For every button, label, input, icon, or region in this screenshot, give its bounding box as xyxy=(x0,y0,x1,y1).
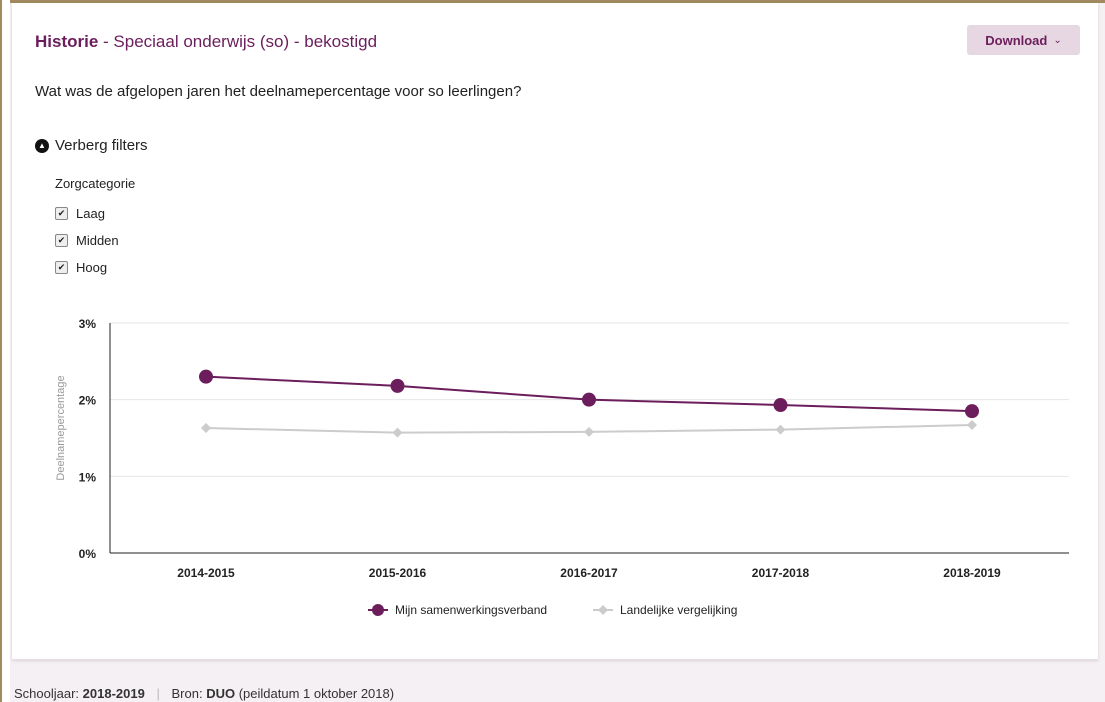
data-point xyxy=(773,398,788,413)
line-chart: 0% 1% 2% 3% Deelnamepercentage 2014-2015 2015-… xyxy=(55,317,1069,617)
chevron-down-icon: ⌄ xyxy=(1053,34,1062,46)
history-card: Historie - Speciaal onderwijs (so) - bek… xyxy=(12,3,1098,660)
filter-group-label: Zorgcategorie xyxy=(55,176,136,191)
data-point xyxy=(390,378,405,393)
x-tick-label: 2014-2015 xyxy=(177,566,235,580)
source-note: (peildatum 1 oktober 2018) xyxy=(238,686,395,701)
data-point xyxy=(967,419,977,430)
download-label: Download xyxy=(985,32,1048,48)
footer-info: Schooljaar: 2018-2019 | Bron: DUO (peild… xyxy=(14,686,394,701)
filter-option-label: Laag xyxy=(76,206,105,221)
card-title: Historie - Speciaal onderwijs (so) - bek… xyxy=(35,32,377,52)
page-frame-top xyxy=(0,0,1105,3)
toggle-filters-label: Verberg filters xyxy=(55,137,148,154)
x-tick-label: 2015-2016 xyxy=(369,566,427,580)
year-label: Schooljaar: xyxy=(14,686,80,701)
data-point xyxy=(201,423,211,434)
legend-marker xyxy=(372,604,384,616)
title-rest: - Speciaal onderwijs (so) - bekostigd xyxy=(98,32,378,51)
y-tick-label: 1% xyxy=(79,470,97,484)
filter-option-hoog[interactable]: ✔ Hoog xyxy=(55,260,107,275)
page-frame-left xyxy=(0,0,10,702)
data-point xyxy=(392,427,403,438)
y-axis-label: Deelnamepercentage xyxy=(55,375,67,480)
data-point xyxy=(199,369,213,384)
source-label: Bron: xyxy=(171,686,203,701)
filter-option-laag[interactable]: ✔ Laag xyxy=(55,206,105,221)
data-point xyxy=(775,424,786,435)
source-value: DUO xyxy=(206,686,236,701)
legend-label: Landelijke vergelijking xyxy=(620,603,737,617)
footer-separator: | xyxy=(156,686,160,701)
checkbox[interactable]: ✔ xyxy=(55,207,68,220)
x-tick-label: 2016-2017 xyxy=(560,566,618,580)
legend-marker xyxy=(598,605,608,615)
data-point xyxy=(584,426,594,437)
filter-option-label: Hoog xyxy=(76,260,108,275)
data-point xyxy=(582,392,596,407)
x-tick-label: 2017-2018 xyxy=(752,566,810,580)
download-button[interactable]: Download ⌄ xyxy=(967,25,1080,55)
chevron-up-circle-icon: ▲ xyxy=(35,138,49,153)
y-tick-label: 0% xyxy=(79,547,97,561)
filter-option-label: Midden xyxy=(76,233,119,248)
toggle-filters-button[interactable]: ▲ Verberg filters xyxy=(35,137,148,154)
year-value: 2018-2019 xyxy=(82,686,145,701)
y-tick-label: 3% xyxy=(79,317,97,331)
filter-option-midden[interactable]: ✔ Midden xyxy=(55,233,119,248)
question-text: Wat was de afgelopen jaren het deelnamep… xyxy=(35,83,522,100)
y-tick-label: 2% xyxy=(79,394,97,408)
legend-label: Mijn samenwerkingsverband xyxy=(395,603,547,617)
data-point xyxy=(965,404,979,419)
checkbox[interactable]: ✔ xyxy=(55,234,68,247)
checkbox[interactable]: ✔ xyxy=(55,261,68,274)
title-bold: Historie xyxy=(35,32,99,51)
x-tick-label: 2018-2019 xyxy=(943,566,1001,580)
